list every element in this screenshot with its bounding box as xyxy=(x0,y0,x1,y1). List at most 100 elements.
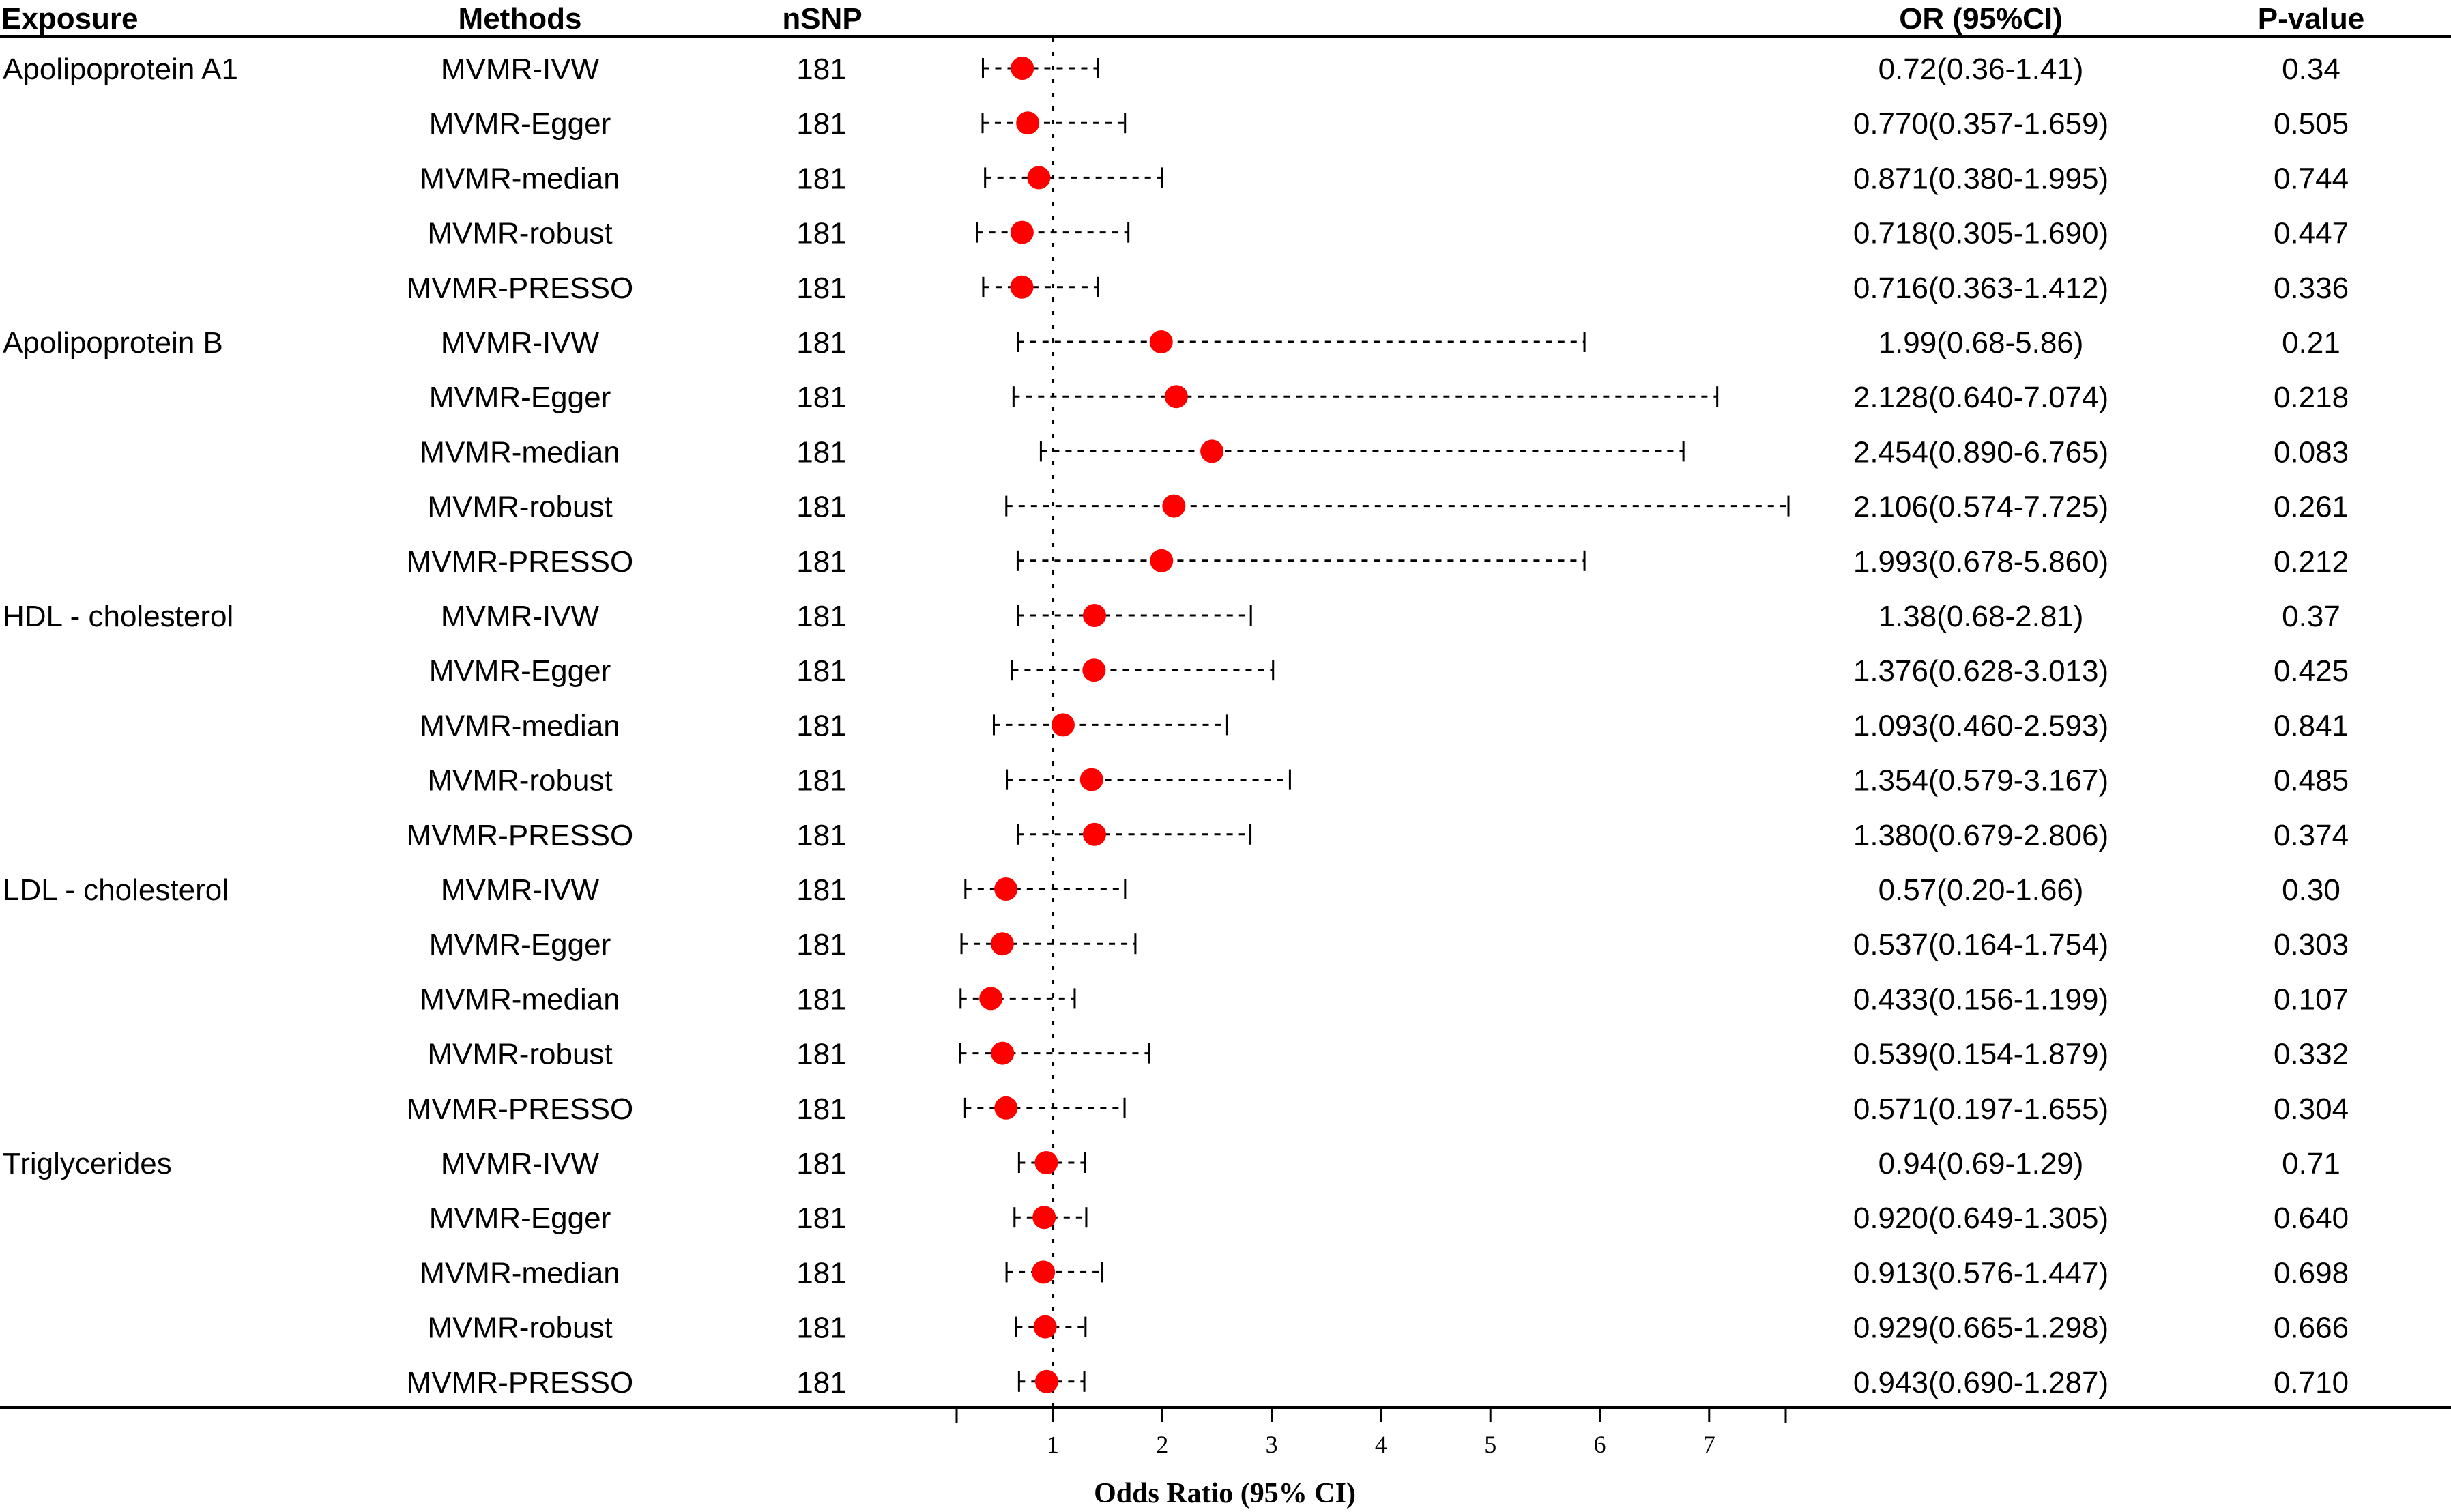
or-ci-text: 1.38(0.68-2.81) xyxy=(1879,600,2084,633)
header-exposure: Exposure xyxy=(1,2,139,35)
p-value: 0.107 xyxy=(2274,983,2349,1016)
method-label: MVMR-median xyxy=(420,435,620,469)
exposure-label: LDL - cholesterol xyxy=(3,873,229,907)
nsnp-value: 181 xyxy=(796,545,846,579)
table-row: MVMR-Egger 181 2.128(0.640-7.074) 0.218 xyxy=(429,381,2349,414)
table-row: MVMR-median 181 0.913(0.576-1.447) 0.698 xyxy=(420,1256,2349,1290)
method-label: MVMR-median xyxy=(420,709,620,742)
or-ci-text: 2.128(0.640-7.074) xyxy=(1853,381,2108,414)
p-value: 0.505 xyxy=(2274,107,2349,141)
nsnp-value: 181 xyxy=(796,1147,846,1180)
point-estimate xyxy=(1027,166,1051,190)
point-estimate xyxy=(991,1041,1015,1065)
nsnp-value: 181 xyxy=(796,217,846,250)
nsnp-value: 181 xyxy=(796,654,846,688)
p-value: 0.336 xyxy=(2274,272,2349,305)
x-tick-label: 4 xyxy=(1375,1431,1387,1458)
point-estimate xyxy=(1034,1369,1058,1393)
method-label: MVMR-Egger xyxy=(429,381,611,414)
x-tick-label: 1 xyxy=(1047,1431,1059,1458)
method-label: MVMR-Egger xyxy=(429,107,611,141)
or-ci-text: 0.716(0.363-1.412) xyxy=(1853,272,2108,305)
or-ci-text: 0.539(0.154-1.879) xyxy=(1853,1038,2108,1071)
nsnp-value: 181 xyxy=(796,1202,846,1235)
p-value: 0.304 xyxy=(2274,1092,2349,1126)
table-row: MVMR-Egger 181 0.770(0.357-1.659) 0.505 xyxy=(429,107,2349,141)
table-row: MVMR-median 181 2.454(0.890-6.765) 0.083 xyxy=(420,435,2349,469)
header-row: Exposure Methods nSNP OR (95%CI) P-value xyxy=(1,2,2364,35)
or-ci-text: 1.376(0.628-3.013) xyxy=(1853,654,2108,688)
or-ci-text: 0.57(0.20-1.66) xyxy=(1879,873,2084,907)
table-row: Apolipoprotein B MVMR-IVW 181 1.99(0.68-5.8… xyxy=(3,326,2340,360)
p-value: 0.425 xyxy=(2274,654,2349,688)
nsnp-value: 181 xyxy=(796,381,846,414)
point-estimate xyxy=(1150,549,1174,572)
method-label: MVMR-Egger xyxy=(429,928,611,961)
method-label: MVMR-median xyxy=(420,1256,620,1290)
point-estimate xyxy=(1200,439,1224,463)
p-value: 0.710 xyxy=(2274,1366,2349,1399)
method-label: MVMR-IVW xyxy=(441,53,600,86)
nsnp-value: 181 xyxy=(796,53,846,86)
x-axis: 1 2 3 4 5 6 7 xyxy=(955,1408,1787,1458)
point-estimate xyxy=(1051,713,1075,737)
point-estimate xyxy=(1016,111,1040,135)
point-estimate xyxy=(1162,494,1186,518)
method-label: MVMR-PRESSO xyxy=(407,819,633,852)
x-tick-label: 3 xyxy=(1266,1431,1278,1458)
or-ci-text: 1.354(0.579-3.167) xyxy=(1853,764,2108,798)
point-estimate xyxy=(1010,275,1034,299)
nsnp-value: 181 xyxy=(796,162,846,195)
or-ci-text: 0.920(0.649-1.305) xyxy=(1853,1202,2108,1235)
table-row: HDL - cholesterol MVMR-IVW 181 1.38(0.68-2.… xyxy=(3,600,2340,633)
exposure-label: Apolipoprotein B xyxy=(3,326,223,360)
p-value: 0.698 xyxy=(2274,1256,2349,1290)
table-row: MVMR-PRESSO 181 1.993(0.678-5.860) 0.212 xyxy=(407,545,2349,579)
header-methods: Methods xyxy=(459,2,582,35)
method-label: MVMR-robust xyxy=(427,1311,612,1345)
table-row: MVMR-PRESSO 181 0.943(0.690-1.287) 0.710 xyxy=(407,1366,2349,1399)
x-axis-title: Odds Ratio (95% CI) xyxy=(1094,1478,1356,1509)
method-label: MVMR-median xyxy=(420,162,620,195)
table-row: MVMR-Egger 181 0.920(0.649-1.305) 0.640 xyxy=(429,1202,2349,1235)
table-row: MVMR-PRESSO 181 0.571(0.197-1.655) 0.304 xyxy=(407,1092,2349,1126)
point-estimate xyxy=(1010,220,1034,244)
table-rows: Apolipoprotein A1 MVMR-IVW 181 0.72(0.36-1.… xyxy=(3,53,2349,1399)
table-row: MVMR-Egger 181 0.537(0.164-1.754) 0.303 xyxy=(429,928,2349,961)
nsnp-value: 181 xyxy=(796,928,846,961)
method-label: MVMR-PRESSO xyxy=(407,1366,633,1399)
p-value: 0.447 xyxy=(2274,217,2349,250)
method-label: MVMR-IVW xyxy=(441,873,600,907)
point-estimate xyxy=(1149,330,1173,353)
nsnp-value: 181 xyxy=(796,272,846,305)
method-label: MVMR-Egger xyxy=(429,654,611,688)
method-label: MVMR-IVW xyxy=(441,600,600,633)
p-value: 0.744 xyxy=(2274,162,2349,195)
point-estimate xyxy=(1079,768,1103,791)
table-row: MVMR-PRESSO 181 1.380(0.679-2.806) 0.374 xyxy=(407,819,2349,852)
or-ci-text: 1.99(0.68-5.86) xyxy=(1879,326,2084,360)
exposure-label: Triglycerides xyxy=(3,1147,172,1180)
p-value: 0.666 xyxy=(2274,1311,2349,1345)
method-label: MVMR-PRESSO xyxy=(407,1092,633,1126)
or-ci-text: 1.380(0.679-2.806) xyxy=(1853,819,2108,852)
method-label: MVMR-median xyxy=(420,983,620,1016)
x-tick-label: 7 xyxy=(1703,1431,1715,1458)
p-value: 0.218 xyxy=(2274,381,2349,414)
table-row: MVMR-median 181 0.871(0.380-1.995) 0.744 xyxy=(420,162,2349,195)
nsnp-value: 181 xyxy=(796,1038,846,1071)
x-tick-label: 2 xyxy=(1156,1431,1168,1458)
exposure-label: Apolipoprotein A1 xyxy=(3,53,238,86)
nsnp-value: 181 xyxy=(796,983,846,1016)
header-nsnp: nSNP xyxy=(782,2,862,35)
p-value: 0.71 xyxy=(2282,1147,2340,1180)
or-ci-text: 0.537(0.164-1.754) xyxy=(1853,928,2108,961)
method-label: MVMR-PRESSO xyxy=(407,272,633,305)
or-ci-text: 0.770(0.357-1.659) xyxy=(1853,107,2108,141)
p-value: 0.083 xyxy=(2274,435,2349,469)
p-value: 0.374 xyxy=(2274,819,2349,852)
point-estimate xyxy=(1032,1260,1056,1284)
nsnp-value: 181 xyxy=(796,1092,846,1126)
or-ci-text: 0.871(0.380-1.995) xyxy=(1853,162,2108,195)
p-value: 0.332 xyxy=(2274,1038,2349,1071)
